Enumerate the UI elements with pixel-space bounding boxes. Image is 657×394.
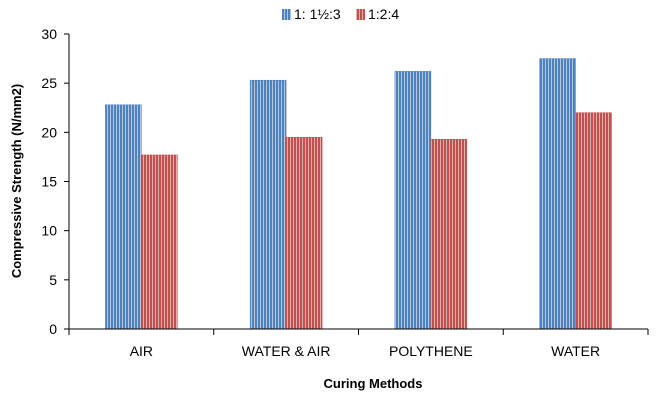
x-category-label: AIR	[130, 343, 153, 359]
y-tick-label: 15	[41, 174, 57, 190]
x-category-label: POLYTHENE	[389, 343, 473, 359]
bars	[105, 58, 612, 330]
x-axis-title: Curing Methods	[324, 376, 423, 391]
axis-ticks	[64, 33, 649, 335]
bar-water-air-series-2	[285, 137, 323, 330]
bar-air-series-2	[141, 154, 178, 330]
bar-water-series-1	[539, 58, 576, 330]
x-category-label: WATER & AIR	[242, 343, 331, 359]
y-tick-label: 0	[49, 321, 57, 337]
legend: 1: 1½:3 1:2:4	[282, 6, 399, 22]
x-category-labels: AIR WATER & AIR POLYTHENE WATER	[130, 343, 600, 359]
y-axis-title: Compressive Strength (N/mm2)	[9, 84, 24, 278]
legend-swatch-series-1	[282, 9, 291, 20]
legend-swatch-series-2	[356, 9, 365, 20]
y-tick-labels: 0 5 10 15 20 25 30	[41, 26, 57, 337]
bar-water-series-2	[575, 112, 612, 330]
y-tick-label: 5	[49, 272, 57, 288]
bar-air-series-1	[105, 104, 142, 330]
bar-water-air-series-1	[249, 79, 287, 330]
legend-label-series-1: 1: 1½:3	[294, 6, 341, 22]
x-category-label: WATER	[551, 343, 600, 359]
legend-label-series-2: 1:2:4	[368, 6, 399, 22]
bar-polythene-series-1	[394, 71, 432, 330]
y-tick-label: 30	[41, 26, 57, 42]
y-tick-label: 10	[41, 223, 57, 239]
y-tick-label: 20	[41, 124, 57, 140]
bar-polythene-series-2	[430, 138, 468, 330]
y-tick-label: 25	[41, 75, 57, 91]
